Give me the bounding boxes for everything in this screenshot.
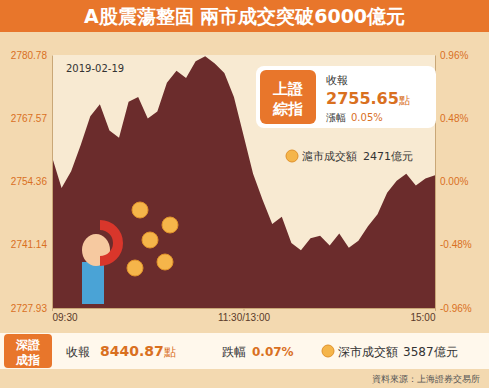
change-label: 漲幅 [326,112,346,123]
close-unit: 點 [398,94,410,107]
bottom-band [0,333,489,369]
y2-tick: 0.96% [435,50,468,61]
y2-tick: 0.00% [435,176,468,187]
x-tick-mark [435,308,436,311]
y-tick: 2727.93 [11,303,52,314]
turnover-text: 深市成交額 3587億元 [338,345,458,359]
x-tick-label: 11:30/13:00 [218,312,271,323]
title-band [0,0,489,32]
x-tick-label: 09:30 [53,312,78,323]
y-tick: 2741.14 [11,239,52,250]
turnover-label: 滬市成交額 [302,150,357,163]
y2-tick-label: 0.48% [440,113,468,124]
illustration [82,202,178,304]
close-text: 2755.65點 [326,89,410,108]
x-tick: 15:00 [410,308,435,323]
index-name: 綜指 [272,100,303,118]
close-label: 收報 [66,345,90,359]
y2-axis: -0.96% -0.48% 0.00% 0.48% 0.96% [435,50,472,314]
coin [127,260,143,276]
y-tick-label: 2754.36 [11,176,48,187]
magnet [100,225,118,261]
plot-area [52,56,435,308]
x-tick: 09:30 [53,308,78,323]
close-value: 2755.65 [326,89,399,108]
source: 資料來源：上海證券交易所 [372,374,480,384]
title: A股震蕩整固 兩市成交突破6000億元 [84,5,405,27]
index-box [256,66,436,128]
plot-background [52,55,435,308]
change-unit: % [282,345,294,359]
coin-icon [286,150,298,162]
index-name: 深證 [15,338,41,352]
y-tick-label: 2741.14 [11,239,48,250]
coin [157,254,173,270]
index-tag [4,334,52,368]
close-unit: 點 [163,345,176,359]
change-unit: % [373,112,383,123]
background [0,0,489,388]
y2-tick: 0.48% [435,113,468,124]
coin-icon [322,345,334,357]
y2-tick: -0.96% [435,303,472,314]
close-value: 8440.87 [100,343,164,359]
y-tick-label: 2727.93 [11,303,48,314]
turnover-value: 3587 [403,345,434,359]
close-text: 收報 8440.87點 [66,343,176,359]
y-axis-line [52,56,53,309]
sleeve [82,262,104,304]
index-name: 成指 [15,353,40,367]
coin [142,232,158,248]
chart-svg: A股震蕩整固 兩市成交突破6000億元 2727.93 2741.14 2754.36… [0,0,489,388]
turnover-unit: 億元 [434,345,458,359]
y2-tick-label: 0.96% [440,50,468,61]
x-axis: 09:30 11:30/13:00 15:00 [53,308,436,323]
turnover-text: 滬市成交額 2471億元 [302,150,413,163]
y-tick: 2780.78 [11,50,52,61]
x-tick: 11:30/13:00 [218,308,271,323]
x-tick-mark [244,308,245,311]
index-name: 上證 [272,80,304,98]
y2-tick-label: -0.96% [440,303,472,314]
coin [132,202,148,218]
y2-tick-label: 0.00% [440,176,468,187]
coin [162,217,178,233]
price-area [52,56,435,308]
change-value: 0.05 [351,112,373,123]
y-tick: 2754.36 [11,176,52,187]
x-tick-label: 15:00 [410,312,435,323]
x-tick-mark [52,308,53,311]
y-axis: 2727.93 2741.14 2754.36 2767.57 2780.78 [11,50,53,314]
y2-tick: -0.48% [435,239,472,250]
change-text: 跌幅 0.07% [222,345,294,359]
change-value: 0.07 [252,345,282,359]
date-label: 2019-02-19 [66,63,124,74]
y-tick-label: 2780.78 [11,50,48,61]
y-tick-label: 2767.57 [11,113,48,124]
turnover-unit: 億元 [391,150,413,163]
y2-tick-label: -0.48% [440,239,472,250]
turnover-label: 深市成交額 [338,345,398,359]
x-axis-line [53,309,436,312]
change-label: 跌幅 [222,345,246,359]
turnover-value: 2471 [363,150,391,163]
change-text: 漲幅 0.05% [326,112,383,123]
y-tick: 2767.57 [11,113,52,124]
close-label: 收報 [326,74,348,87]
index-tag [260,70,316,124]
